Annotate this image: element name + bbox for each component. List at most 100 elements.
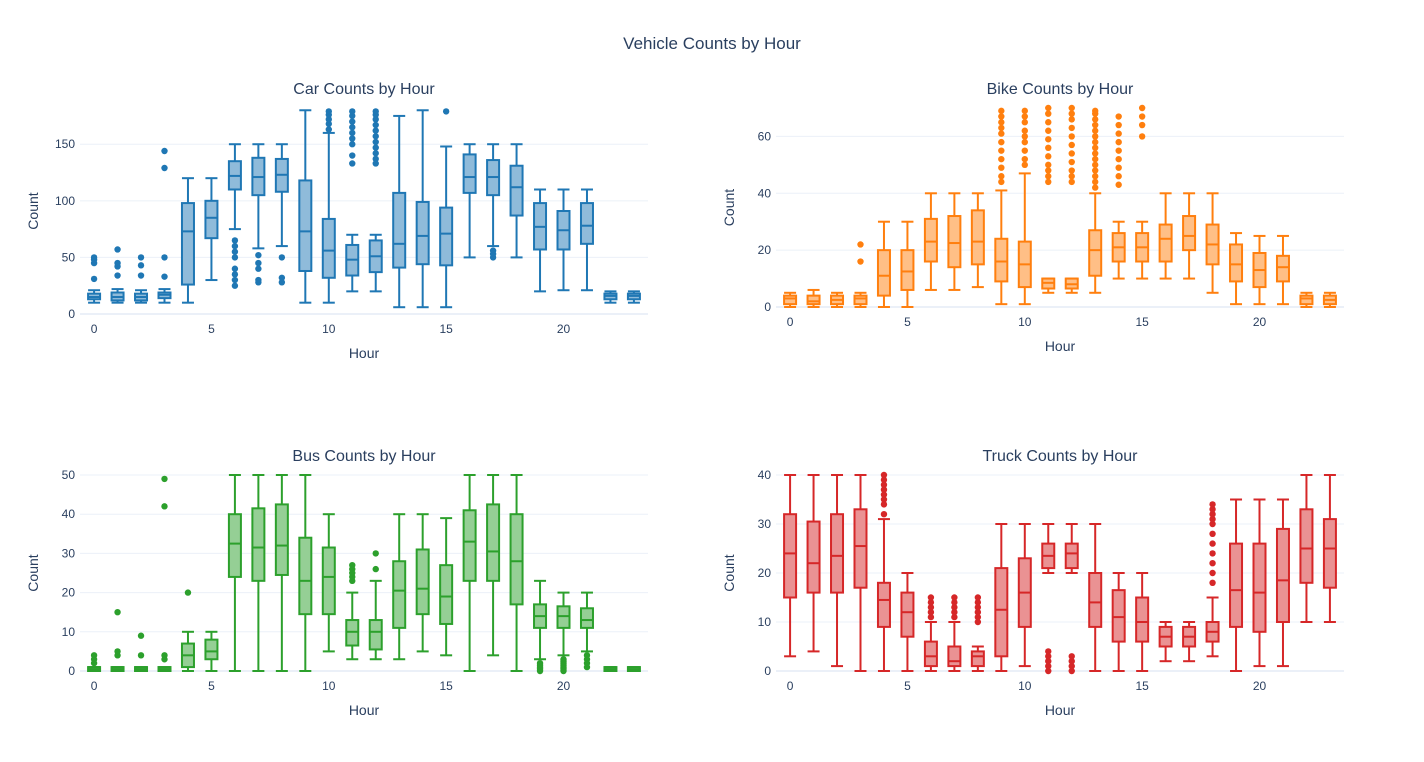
outlier-point <box>90 652 98 659</box>
box-hour-8 <box>274 474 289 672</box>
outlier-point <box>137 272 145 279</box>
outlier-point <box>998 164 1005 171</box>
outlier-point <box>583 652 591 659</box>
iqr-box <box>579 202 594 245</box>
box-hour-7 <box>251 143 266 286</box>
subplot-2: 0 10 20 30 40 50 0 5 10 15 20 Bus Counts by Hour Hou… <box>25 448 648 718</box>
outlier-point <box>349 141 356 148</box>
outlier-point <box>1068 110 1075 117</box>
outlier-point <box>880 496 888 503</box>
iqr-box <box>486 503 501 582</box>
box-hour-9 <box>298 474 313 672</box>
iqr-box <box>1299 508 1314 584</box>
x-tick-label: 10 <box>1018 679 1032 693</box>
y-tick-label: 30 <box>62 546 76 560</box>
box-hour-19 <box>1229 232 1244 306</box>
outlier-point <box>1092 127 1099 134</box>
outlier-point <box>349 112 356 120</box>
outlier-point <box>1115 155 1122 163</box>
y-tick-label: 50 <box>62 250 76 264</box>
box-hour-5 <box>204 630 219 672</box>
box-hour-6 <box>227 143 242 289</box>
outlier-point <box>1045 144 1052 151</box>
outlier-point <box>137 254 145 261</box>
outlier-point <box>114 259 121 267</box>
outlier-point <box>974 604 982 611</box>
outlier-point <box>372 155 379 163</box>
x-tick-label: 5 <box>208 322 215 336</box>
box-hour-0 <box>87 254 102 304</box>
iqr-box <box>783 513 798 599</box>
box-hour-17 <box>1182 192 1197 280</box>
y-tick-label: 50 <box>62 468 76 482</box>
outlier-point <box>1209 560 1216 567</box>
outlier-point <box>951 599 958 606</box>
outlier-point <box>278 274 286 281</box>
box-hour-17 <box>486 143 501 261</box>
box-hour-21 <box>1275 498 1290 668</box>
x-tick-label: 20 <box>1253 315 1267 329</box>
iqr-box <box>298 536 313 616</box>
outlier-point <box>1045 653 1052 660</box>
outlier-point <box>1092 116 1099 123</box>
figure-title: Vehicle Counts by Hour <box>623 34 801 53</box>
iqr-box <box>462 153 477 194</box>
outlier-point <box>1092 144 1099 151</box>
outlier-point <box>231 254 239 261</box>
box-hour-0 <box>87 652 102 673</box>
iqr-box <box>806 294 821 306</box>
box-hour-19 <box>533 188 548 293</box>
box-hour-10 <box>1017 107 1032 306</box>
outlier-point <box>1068 141 1075 149</box>
box-hour-15 <box>1135 572 1150 672</box>
outlier-point <box>1045 648 1052 655</box>
box-hour-18 <box>509 143 524 259</box>
iqr-box <box>1299 294 1314 306</box>
outlier-point <box>372 121 379 129</box>
outlier-point <box>1021 119 1028 126</box>
box-hour-18 <box>1205 192 1220 294</box>
box-hour-14 <box>415 109 430 309</box>
outlier-point <box>137 652 145 659</box>
outlier-point <box>927 604 935 611</box>
box-hour-14 <box>1111 572 1126 672</box>
outlier-point <box>974 609 982 616</box>
outlier-point <box>998 119 1005 126</box>
x-axis-label: Hour <box>349 702 380 718</box>
outlier-point <box>1021 107 1028 115</box>
iqr-box <box>994 237 1009 283</box>
box-hour-17 <box>486 474 501 657</box>
iqr-box <box>783 294 798 306</box>
box-hour-1 <box>806 288 821 308</box>
iqr-box <box>509 164 524 217</box>
outlier-point <box>1138 104 1146 112</box>
y-tick-label: 20 <box>758 243 772 257</box>
box-hour-20 <box>1252 234 1267 306</box>
iqr-box <box>1182 215 1197 252</box>
box-hour-18 <box>509 474 524 672</box>
box-hour-6 <box>923 192 938 291</box>
iqr-box <box>227 513 242 578</box>
box-hour-8 <box>970 192 985 289</box>
iqr-box <box>251 507 266 582</box>
outlier-point <box>880 491 888 498</box>
outlier-point <box>1115 113 1122 120</box>
iqr-box <box>1111 589 1126 643</box>
iqr-box <box>579 607 594 629</box>
outlier-point <box>90 254 98 261</box>
outlier-point <box>161 503 168 510</box>
outlier-point <box>1021 127 1028 134</box>
iqr-box <box>321 546 336 616</box>
x-tick-label: 15 <box>1135 679 1149 693</box>
box-hour-5 <box>204 177 219 282</box>
subplot-0: 0 50 100 150 0 5 10 15 20 Car Counts by Hour Hour C… <box>25 81 648 361</box>
outlier-point <box>1115 181 1122 188</box>
x-tick-label: 0 <box>91 322 98 336</box>
x-tick-label: 15 <box>439 679 453 693</box>
outlier-point <box>998 124 1005 132</box>
outlier-point <box>927 613 935 621</box>
outlier-point <box>1045 173 1052 180</box>
x-tick-label: 0 <box>787 679 794 693</box>
iqr-box <box>274 503 289 576</box>
